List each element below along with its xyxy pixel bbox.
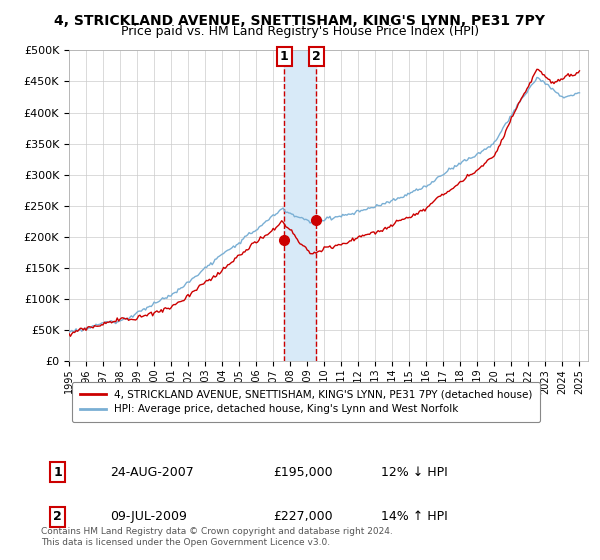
Text: 2: 2 (312, 50, 320, 63)
Text: £195,000: £195,000 (273, 466, 332, 479)
Text: £227,000: £227,000 (273, 510, 332, 524)
Legend: 4, STRICKLAND AVENUE, SNETTISHAM, KING'S LYNN, PE31 7PY (detached house), HPI: A: 4, STRICKLAND AVENUE, SNETTISHAM, KING'S… (73, 382, 539, 422)
Text: 2: 2 (53, 510, 62, 524)
Bar (284, 50, 316, 361)
Text: 14% ↑ HPI: 14% ↑ HPI (380, 510, 447, 524)
Text: 09-JUL-2009: 09-JUL-2009 (110, 510, 187, 524)
Text: Price paid vs. HM Land Registry's House Price Index (HPI): Price paid vs. HM Land Registry's House … (121, 25, 479, 38)
Text: 12% ↓ HPI: 12% ↓ HPI (380, 466, 447, 479)
Text: 1: 1 (53, 466, 62, 479)
Text: 24-AUG-2007: 24-AUG-2007 (110, 466, 194, 479)
Text: 1: 1 (280, 50, 289, 63)
Text: Contains HM Land Registry data © Crown copyright and database right 2024.
This d: Contains HM Land Registry data © Crown c… (41, 528, 393, 547)
Text: 4, STRICKLAND AVENUE, SNETTISHAM, KING'S LYNN, PE31 7PY: 4, STRICKLAND AVENUE, SNETTISHAM, KING'S… (55, 14, 545, 28)
